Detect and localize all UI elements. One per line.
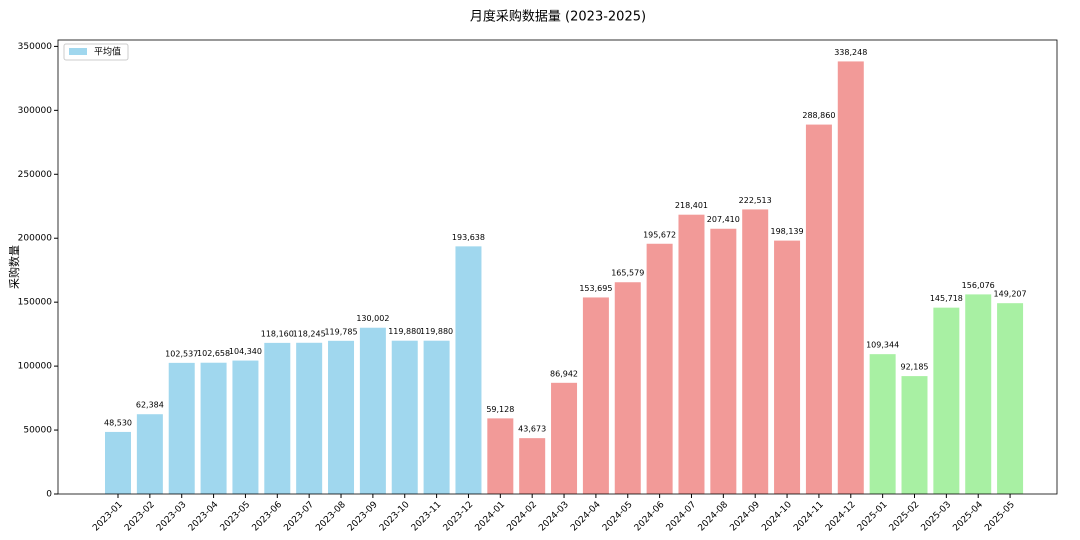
legend-label: 平均值 [94,46,121,58]
value-label: 145,718 [930,294,963,303]
bar [805,124,832,494]
bar [837,61,864,495]
bar [391,340,418,494]
y-tick-label: 350000 [18,42,53,52]
bar [646,243,673,494]
value-label: 130,002 [356,314,389,323]
y-tick-label: 100000 [18,362,53,372]
bar [997,303,1024,494]
value-label: 149,207 [994,290,1027,299]
bar [519,438,546,494]
value-label: 153,695 [579,284,612,293]
bar [328,340,355,494]
value-label: 156,076 [962,281,995,290]
value-label: 118,160 [261,329,294,338]
value-label: 109,344 [866,341,899,350]
value-label: 59,128 [486,405,514,414]
value-label: 48,530 [104,418,132,427]
bar [296,342,323,494]
value-label: 62,384 [136,401,164,410]
bar [487,418,514,494]
value-label: 86,942 [550,369,578,378]
value-label: 102,537 [165,349,198,358]
bar [264,342,291,494]
bar [105,431,131,494]
bar [582,297,609,494]
bar [232,360,259,494]
bar [965,294,992,494]
bar [136,414,163,494]
y-tick-label: 150000 [18,298,53,308]
bar [200,362,227,494]
bar [774,240,801,494]
value-label: 165,579 [611,269,644,278]
value-label: 195,672 [643,230,676,239]
value-label: 119,880 [420,327,453,336]
bar [359,327,386,494]
bar [869,354,896,494]
value-label: 218,401 [675,201,708,210]
value-label: 207,410 [707,215,740,224]
bar [678,214,705,494]
value-label: 119,785 [324,327,357,336]
bar [168,362,195,494]
bar [742,209,769,494]
value-label: 222,513 [739,196,772,205]
value-label: 104,340 [229,347,262,356]
plot-frame [57,39,1058,495]
bar [551,382,578,494]
bar [614,282,641,494]
chart-title: 月度采购数据量 (2023-2025) [470,9,646,25]
y-tick-label: 250000 [18,170,53,180]
bar [901,376,928,494]
bar [423,340,450,494]
value-label: 43,673 [518,425,546,434]
y-tick-label: 0 [46,490,52,500]
value-label: 288,860 [802,111,835,120]
bar [933,307,960,494]
value-label: 198,139 [771,227,804,236]
y-tick-label: 200000 [18,234,53,244]
value-label: 102,658 [197,349,230,358]
bar [710,228,737,494]
legend-swatch [69,48,87,55]
value-label: 118,245 [293,329,326,338]
y-tick-label: 300000 [18,106,53,116]
bar [455,246,482,494]
value-label: 92,185 [901,363,929,372]
y-axis-label: 采购数量 [7,245,21,289]
y-tick-label: 50000 [23,426,52,436]
value-label: 193,638 [452,233,485,242]
value-label: 119,880 [388,327,421,336]
value-label: 338,248 [834,48,867,57]
